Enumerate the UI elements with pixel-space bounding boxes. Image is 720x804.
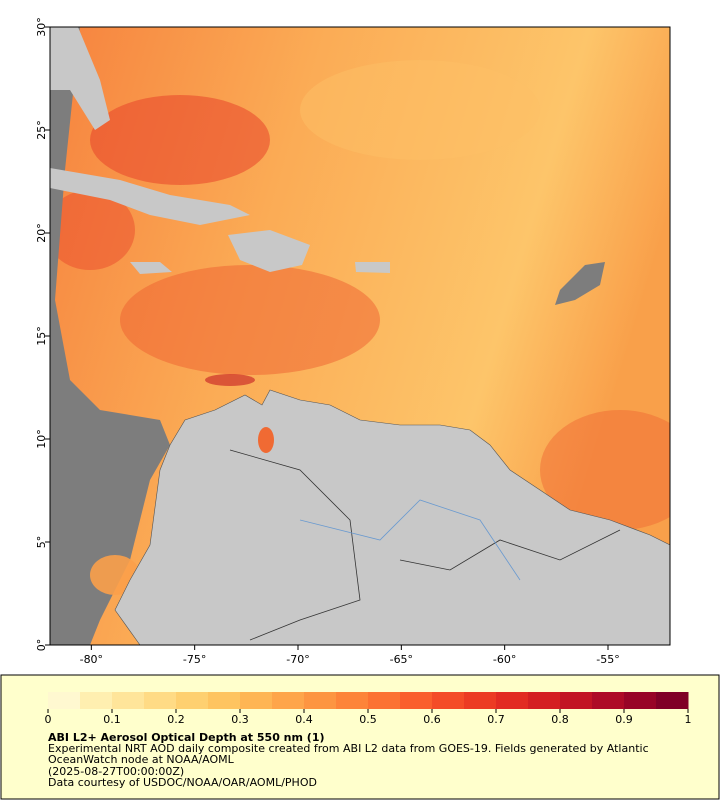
- caption-line: Experimental NRT AOD daily composite cre…: [48, 742, 649, 755]
- colorbar-swatch: [80, 692, 113, 709]
- y-tick-label: 10°: [35, 429, 48, 449]
- x-tick-label: -55°: [596, 653, 619, 666]
- colorbar-swatch: [208, 692, 241, 709]
- x-tick-label: -75°: [183, 653, 206, 666]
- caption-title: ABI L2+ Aerosol Optical Depth at 550 nm …: [48, 731, 325, 744]
- y-tick-label: 15°: [35, 326, 48, 346]
- map: [50, 27, 670, 645]
- colorbar-swatch: [272, 692, 305, 709]
- x-tick-label: -80°: [80, 653, 103, 666]
- y-tick-label: 20°: [35, 223, 48, 243]
- colorbar-swatch: [144, 692, 177, 709]
- colorbar-swatch: [432, 692, 465, 709]
- colorbar-swatch: [112, 692, 145, 709]
- colorbar-swatch: [336, 692, 369, 709]
- caption-line: OceanWatch node at NOAA/AOML: [48, 753, 235, 766]
- x-tick-label: -70°: [286, 653, 309, 666]
- colorbar-swatch: [656, 692, 689, 709]
- colorbar-tick-label: 0.4: [295, 713, 313, 726]
- colorbar-swatch: [48, 692, 81, 709]
- y-tick-label: 0°: [35, 639, 48, 652]
- colorbar-swatch: [592, 692, 625, 709]
- x-tick-label: -60°: [493, 653, 516, 666]
- colorbar-tick-label: 0.2: [167, 713, 185, 726]
- caption-line: (2025-08-27T00:00:00Z): [48, 765, 184, 778]
- colorbar-swatch: [528, 692, 561, 709]
- x-tick-label: -65°: [390, 653, 413, 666]
- colorbar-tick-label: 0: [45, 713, 52, 726]
- colorbar-tick-label: 0.8: [551, 713, 569, 726]
- y-tick-label: 5°: [35, 536, 48, 549]
- colorbar-swatch: [400, 692, 433, 709]
- colorbar-swatch: [304, 692, 337, 709]
- colorbar-swatch: [496, 692, 529, 709]
- colorbar-swatch: [240, 692, 273, 709]
- colorbar-tick-label: 0.6: [423, 713, 441, 726]
- y-tick-label: 25°: [35, 120, 48, 140]
- caption-line: Data courtesy of USDOC/NOAA/OAR/AOML/PHO…: [48, 776, 317, 789]
- colorbar-tick-label: 0.7: [487, 713, 505, 726]
- colorbar-tick-label: 1: [685, 713, 692, 726]
- colorbar-swatch: [560, 692, 593, 709]
- colorbar-tick-label: 0.9: [615, 713, 633, 726]
- colorbar-swatch: [624, 692, 657, 709]
- colorbar-tick-label: 0.5: [359, 713, 377, 726]
- colorbar-swatch: [368, 692, 401, 709]
- colorbar-tick-label: 0.3: [231, 713, 249, 726]
- colorbar-tick-label: 0.1: [103, 713, 121, 726]
- colorbar-swatch: [464, 692, 497, 709]
- y-tick-label: 30°: [35, 17, 48, 37]
- colorbar-swatch: [176, 692, 209, 709]
